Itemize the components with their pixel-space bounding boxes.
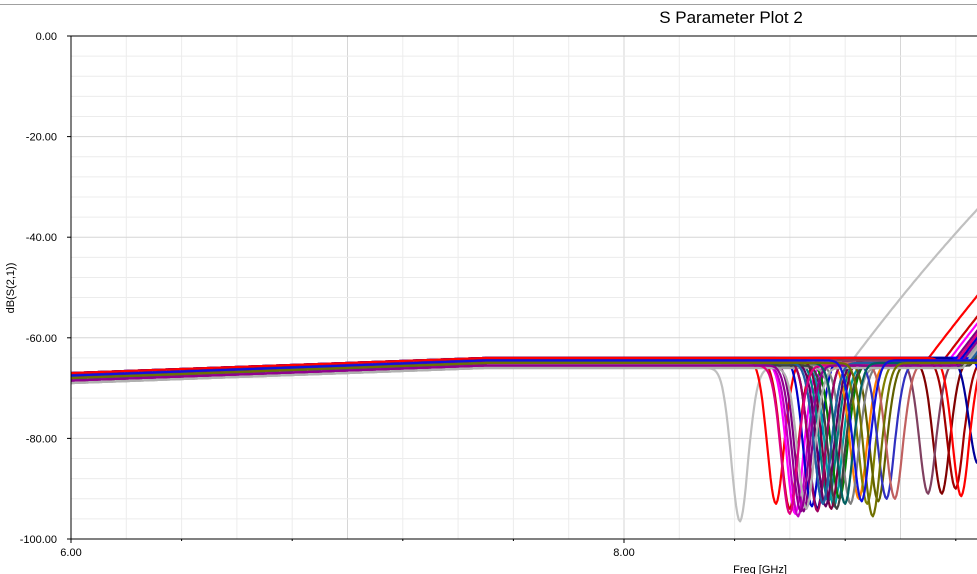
- series-line-30: [71, 347, 977, 510]
- y-tick-label: -100.00: [20, 534, 57, 546]
- y-axis-label: dB(S(2,1)): [5, 263, 17, 314]
- tick-labels: 0.00 -20.00 -40.00 -60.00 -80.00 -100.006.00 8…: [20, 31, 957, 559]
- x-axis-label: Freq [GHz]: [733, 564, 787, 574]
- y-tick-label: -60.00: [26, 333, 57, 345]
- series-layer: [71, 208, 977, 523]
- series-line-33: [71, 339, 977, 513]
- y-tick-label: 0.00: [36, 31, 57, 43]
- x-tick-label: 8.00: [613, 547, 634, 559]
- y-tick-label: -40.00: [26, 232, 57, 244]
- axes: [70, 35, 977, 540]
- series-line-26: [71, 356, 977, 498]
- series-line-36: [71, 359, 977, 503]
- series-line-35: [71, 361, 977, 518]
- x-tick-label: 6.00: [60, 547, 81, 559]
- chart-title: S Parameter Plot 2: [659, 8, 803, 27]
- y-tick-label: -80.00: [26, 433, 57, 445]
- y-tick-label: -20.00: [26, 132, 57, 144]
